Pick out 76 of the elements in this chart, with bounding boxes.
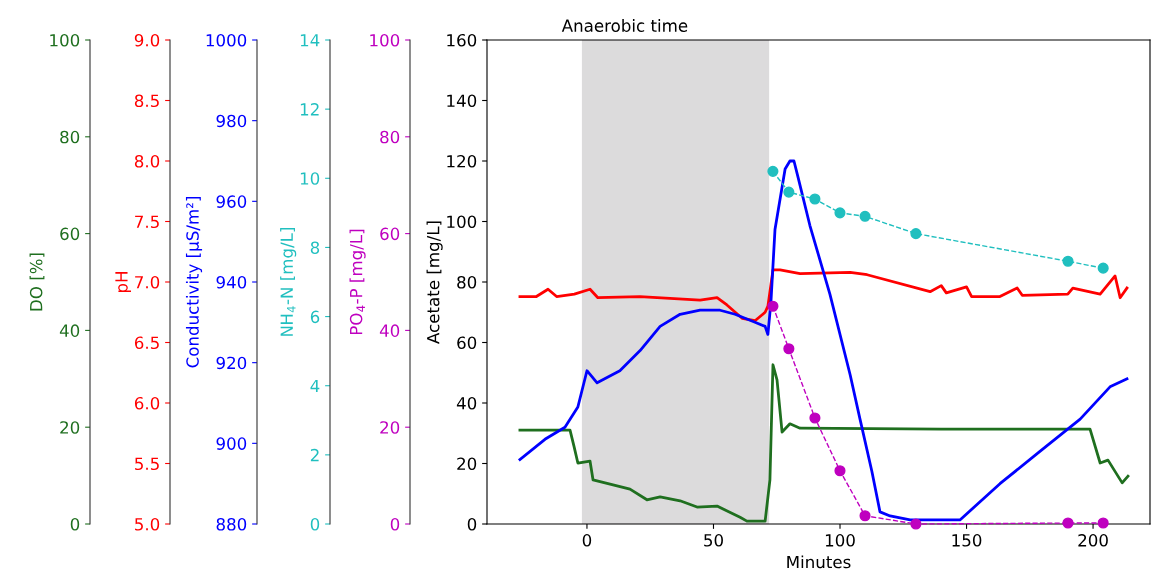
point xyxy=(1062,517,1074,529)
y-tick-label: 8.5 xyxy=(134,94,159,108)
x-tick-label: 100 xyxy=(825,534,855,547)
y-tick-label: 20 xyxy=(60,421,80,434)
point xyxy=(809,193,821,205)
y-tick-label: 80 xyxy=(457,275,477,289)
band-label: Anaerobic time xyxy=(561,19,688,32)
y-tick-label: 40 xyxy=(59,324,80,337)
point xyxy=(834,465,846,477)
point xyxy=(809,412,821,424)
point xyxy=(1062,255,1074,267)
y-tick-label: 5.5 xyxy=(135,457,159,471)
point xyxy=(767,300,779,312)
y-tick-label: 120 xyxy=(447,154,477,168)
y-tick-label: 100 xyxy=(50,33,80,47)
y-tick-label: 0 xyxy=(310,517,320,531)
y-tick-label: 6.0 xyxy=(134,396,160,410)
y-tick-label: 12 xyxy=(300,103,319,116)
y-tick-label: 0 xyxy=(390,517,400,531)
x-tick-label: 0 xyxy=(582,534,592,547)
line-series xyxy=(518,268,1129,323)
y-tick-label: 920 xyxy=(216,356,247,370)
point xyxy=(783,343,795,355)
y-tick-label: 6 xyxy=(310,310,320,324)
point xyxy=(910,518,922,530)
y-tick-label: 60 xyxy=(457,336,477,350)
y-tick-label: 4 xyxy=(310,379,320,393)
y-tick-label: 980 xyxy=(216,114,247,128)
y-tick-label: 100 xyxy=(447,215,477,229)
y-axis-title: DO [%] xyxy=(29,253,45,311)
y-tick-label: 960 xyxy=(216,195,247,208)
y-tick-label: 60 xyxy=(380,227,400,241)
point xyxy=(1097,517,1109,529)
x-tick-label: 200 xyxy=(1078,534,1108,547)
y-tick-label: 80 xyxy=(60,130,80,144)
y-tick-label: 880 xyxy=(216,517,247,531)
y-tick-label: 2 xyxy=(310,448,319,462)
y-tick-label: 20 xyxy=(457,457,477,471)
y-tick-label: 8.0 xyxy=(134,154,160,168)
y-tick-label: 7.0 xyxy=(135,275,160,289)
y-tick-label: 80 xyxy=(380,130,400,144)
y-tick-label: 7.5 xyxy=(135,215,159,229)
y-tick-label: 8 xyxy=(310,241,320,254)
point xyxy=(1097,262,1109,274)
y-axis-title: PO$_{4}$-P [mg/L] xyxy=(349,229,366,335)
y-axis-title: pH xyxy=(115,272,131,293)
y-tick-label: 0 xyxy=(70,517,80,531)
y-tick-label: 900 xyxy=(216,437,247,450)
y-tick-label: 40 xyxy=(379,324,400,337)
y-tick-label: 14 xyxy=(300,34,320,47)
point xyxy=(783,186,795,198)
point xyxy=(910,228,922,240)
y-tick-label: 0 xyxy=(467,517,477,531)
y-tick-label: 9.0 xyxy=(134,33,160,47)
y-tick-label: 100 xyxy=(370,33,400,47)
y-tick-label: 5.0 xyxy=(135,517,160,531)
y-tick-label: 60 xyxy=(60,227,80,241)
point xyxy=(859,210,871,222)
line-series xyxy=(518,363,1130,523)
y-axis-title: NH$_{4}$-N [mg/L] xyxy=(280,228,297,336)
y-tick-label: 940 xyxy=(216,275,247,289)
y-axis-title: Acetate [mg/L] xyxy=(426,221,443,344)
y-tick-label: 20 xyxy=(380,421,400,434)
y-tick-label: 160 xyxy=(447,33,477,47)
y-tick-label: 140 xyxy=(447,94,477,108)
x-axis-title: Minutes xyxy=(787,555,851,569)
y-tick-label: 6.5 xyxy=(134,336,159,350)
y-tick-label: 1000 xyxy=(206,33,247,47)
point xyxy=(859,510,871,522)
point xyxy=(767,165,779,177)
y-axis-title: Conductivity [μS/m²] xyxy=(185,197,203,368)
x-tick-label: 150 xyxy=(952,534,982,547)
y-tick-label: 10 xyxy=(300,172,320,185)
x-tick-label: 50 xyxy=(704,534,723,547)
point xyxy=(834,207,846,219)
y-tick-label: 40 xyxy=(456,396,477,410)
